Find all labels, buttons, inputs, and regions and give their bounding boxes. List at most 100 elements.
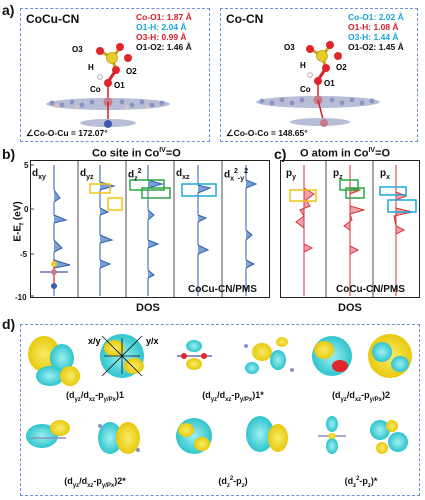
cap-post: )1*: [252, 390, 264, 400]
cap-s1: yz: [210, 396, 218, 403]
atom-o2: O2: [126, 67, 137, 76]
panel-b-label: b): [2, 146, 16, 162]
axis-yx: y/x: [146, 336, 159, 346]
panel-b-system-label: CoCu-CN/PMS: [188, 284, 257, 295]
orb-letter: d: [176, 168, 183, 179]
cap-s2: xz: [225, 396, 232, 403]
panel-b-orbital-dxy: dxy: [32, 168, 46, 181]
bond-o1-h: O1-H: 2.04 Å: [136, 22, 187, 32]
cap-mid: /d: [217, 390, 226, 400]
panel-b-title: Co site in CoIV=O: [92, 147, 181, 160]
orb-sub: x: [230, 175, 235, 183]
orbital-2a: [26, 420, 70, 448]
cap-s3: y/Px: [101, 482, 115, 489]
cap-post: )1: [116, 390, 125, 400]
orbital-1a: [28, 336, 80, 386]
bond-o3-h: O3-H: 0.99 Å: [136, 32, 187, 42]
panel-a-label: a): [2, 2, 15, 18]
panel-b-dos-plot: [30, 160, 270, 298]
orbital-caption-2: (dyz/dxz-py/Px)1*: [178, 390, 288, 403]
panel-a-left-box: [20, 8, 210, 142]
bond-co-o1: Co-O1: 1.87 Å: [136, 12, 192, 22]
orbital-2f: [370, 420, 408, 454]
orb-letter: p: [380, 168, 387, 179]
cap-mid2: -p: [361, 390, 370, 400]
panel-c-label: c): [274, 146, 287, 162]
orbital-1d: [244, 337, 294, 374]
panel-a-right-title: Co-CN: [226, 12, 264, 26]
atom-o2: O2: [336, 63, 347, 72]
cap-post: )*: [370, 476, 378, 486]
cap-post: )2: [382, 390, 391, 400]
cap-pre: (d: [218, 476, 227, 486]
orbital-2d: [246, 416, 288, 452]
cap-s2: xz: [354, 396, 362, 403]
orb-letter: d: [224, 169, 231, 181]
orb-sub: yz: [86, 174, 94, 181]
cap-s2: z: [367, 482, 371, 489]
cap-post: )2*: [114, 476, 126, 486]
cap-mid2: -p: [93, 476, 102, 486]
panel-c-title-sup: IV: [368, 147, 376, 154]
panel-b-orbital-dyz: dyz: [80, 168, 94, 181]
orb-sup: 2: [137, 168, 142, 175]
cap-s2: xz: [88, 396, 96, 403]
atom-co: Co: [300, 85, 311, 94]
panel-c-dos-plot: [280, 160, 420, 298]
orbital-2c: [176, 418, 212, 454]
panel-b-orbital-dz2: dz2: [128, 168, 142, 182]
orbital-1c: [177, 340, 212, 370]
cap-pre: (d: [202, 390, 211, 400]
orbital-caption-5: (dz2-pz): [188, 476, 278, 489]
cocu-cn-structure: O3 H O2 O1 Co: [46, 43, 170, 128]
panel-a-left-angle: ∠Co-O-Cu = 172.07°: [26, 128, 108, 138]
cap-s1: yz: [340, 396, 347, 403]
panel-c-title-text: O atom in Co: [300, 147, 369, 160]
orb-sup: 2: [234, 168, 238, 175]
cap-pre: (d: [344, 476, 354, 486]
panel-a-left-title: CoCu-CN: [26, 12, 80, 26]
cap-s2: xz: [87, 482, 94, 489]
atom-o3: O3: [72, 45, 83, 54]
panel-a-right-box: [220, 8, 418, 142]
cap-sup: 2: [356, 476, 360, 482]
axis-xy: x/y: [88, 336, 101, 346]
tick-m5: -5: [20, 250, 28, 259]
panel-c-orbital-py: py: [286, 168, 296, 181]
cap-mid2: -p: [95, 390, 104, 400]
bond-o1-o2: O1-O2: 1.45 Å: [348, 42, 404, 52]
panel-a-right-angle: ∠Co-O-Co = 148.65°: [226, 128, 308, 138]
orb-letter: p: [286, 168, 293, 179]
cap-mid: /d: [80, 390, 89, 400]
cap-mid: /d: [346, 390, 355, 400]
cap-sup: 2: [229, 476, 234, 482]
orb-sub: z: [339, 174, 343, 181]
ylabel-sub: f: [19, 223, 26, 225]
cap-mid2: -p: [231, 390, 240, 400]
panel-c-orbital-pz: pz: [333, 168, 343, 181]
cap-s1: yz: [72, 482, 80, 489]
cap-s3: y/Px: [103, 396, 116, 403]
atom-h: H: [88, 63, 94, 72]
atom-h: H: [300, 61, 306, 70]
cap-post: ): [244, 476, 248, 486]
atom-o1: O1: [114, 81, 125, 90]
orbital-2e: [318, 416, 346, 454]
orbital-caption-3: (dyz/dxz-py/Px)2: [306, 390, 416, 403]
orb-sub: z: [134, 175, 138, 183]
panel-d-box: [20, 324, 420, 496]
panel-d-label: d): [2, 316, 16, 332]
cap-s3: y/Px: [369, 396, 382, 403]
orb-tail-sup: 2: [244, 168, 249, 175]
panel-b-title-text: Co site in Co: [92, 147, 160, 160]
orbital-caption-4: (dyz/dxz-py/Px)2*: [40, 476, 150, 489]
panel-c-title-tail: =O: [375, 147, 391, 160]
panel-b-title-sup: IV: [159, 147, 166, 154]
ylabel-tail: (eV): [12, 201, 24, 223]
orb-sub: xy: [38, 174, 46, 181]
tick-m10: -10: [15, 293, 27, 302]
cap-mid: /d: [79, 476, 88, 486]
bond-co-o1: Co-O1: 2.02 Å: [348, 12, 404, 22]
panel-c-system-label: CoCu-CN/PMS: [336, 284, 405, 295]
co-cn-structure: O3 H O2 O1 Co: [256, 41, 380, 127]
